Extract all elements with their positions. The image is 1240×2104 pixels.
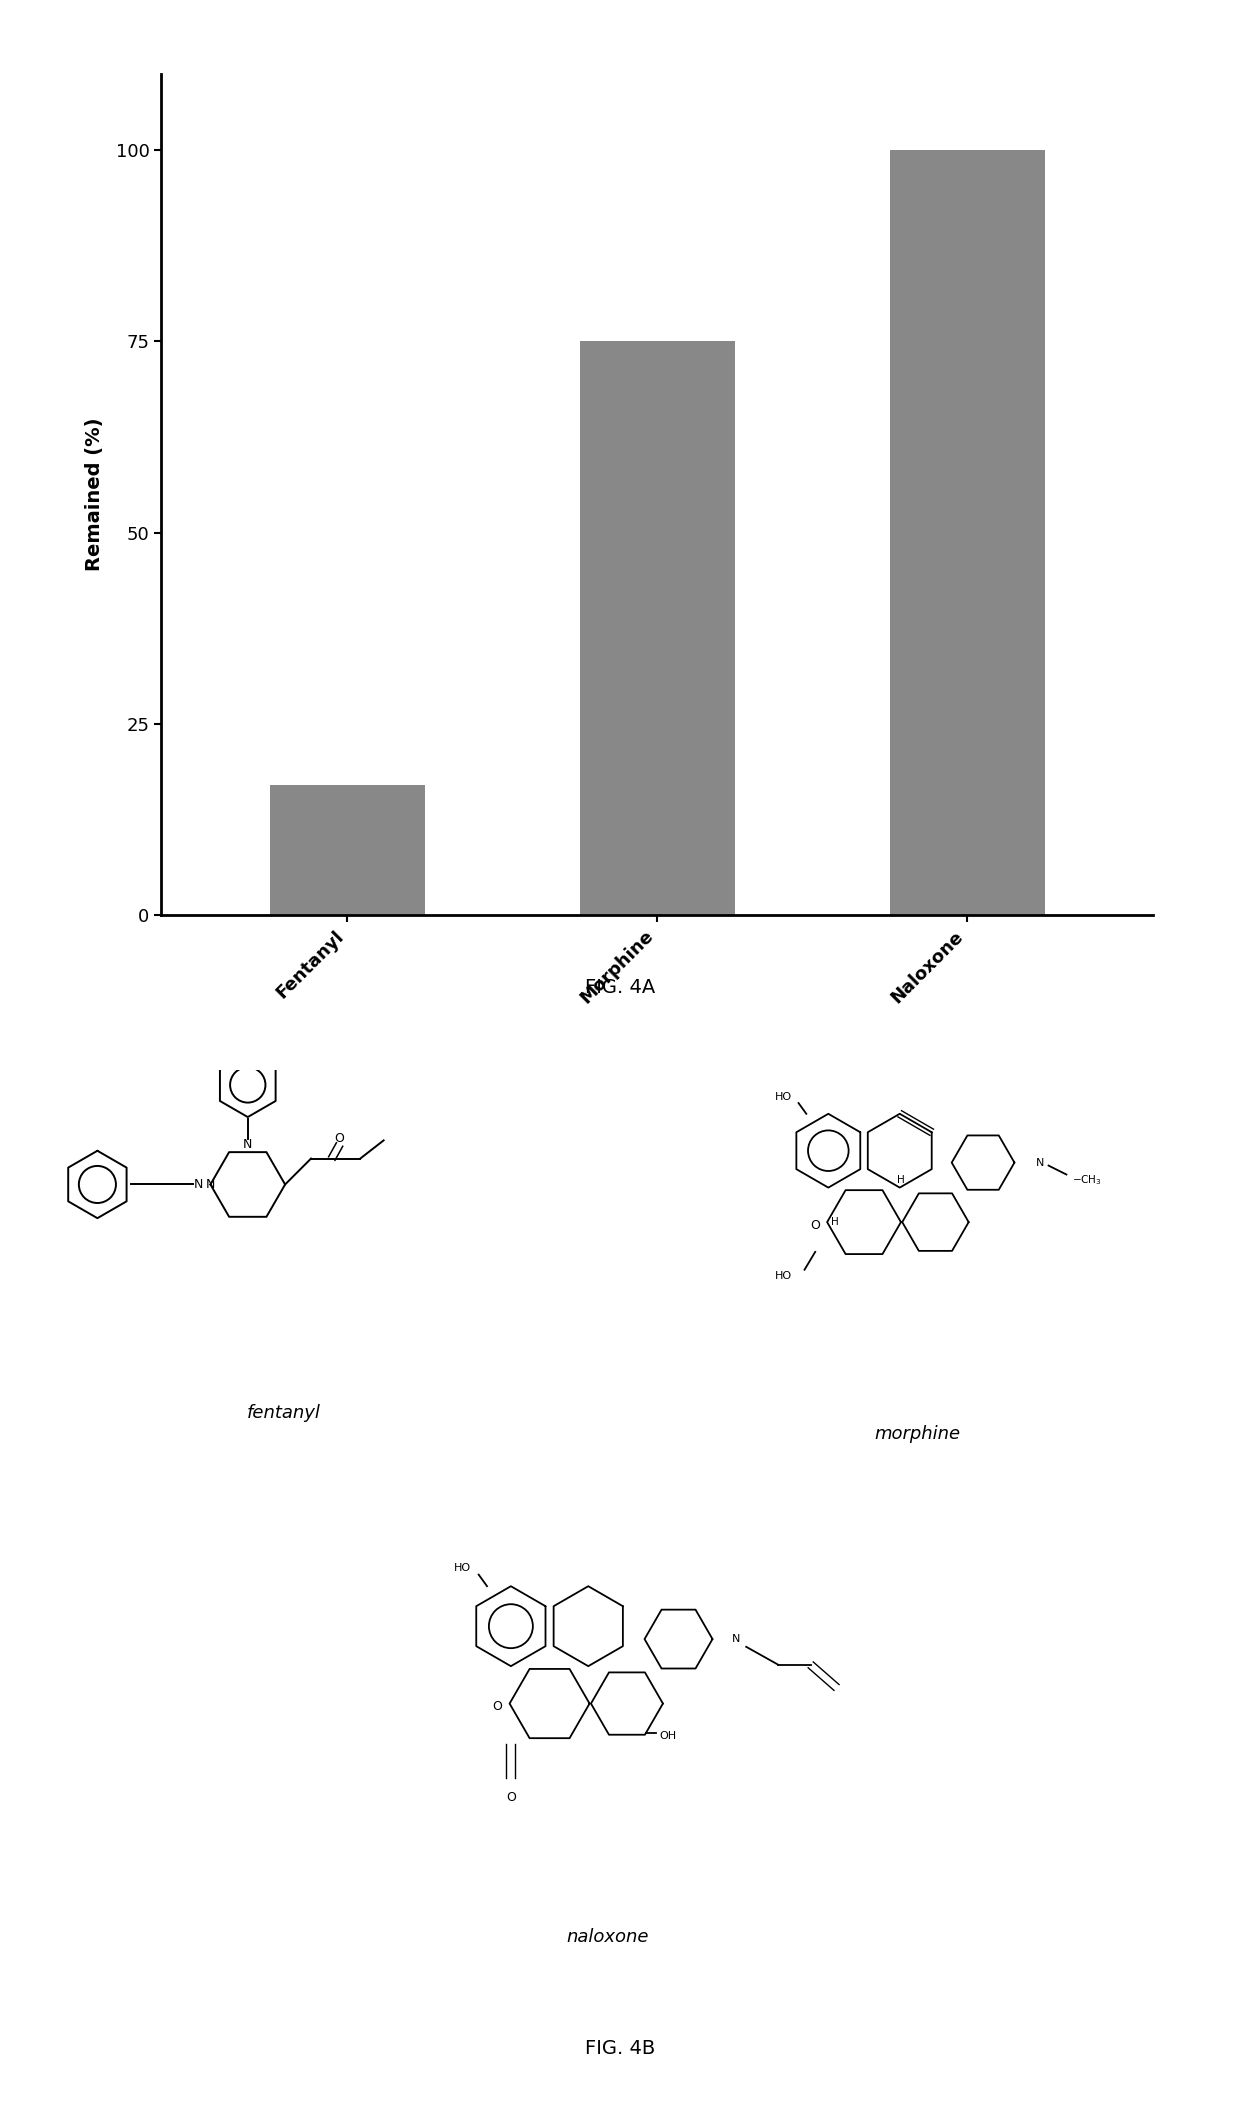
Text: H: H [897, 1176, 905, 1185]
Text: O: O [506, 1791, 516, 1803]
Bar [890, 149, 1044, 915]
Text: O: O [492, 1700, 502, 1713]
Y-axis label: Remained (%): Remained (%) [86, 419, 104, 570]
Text: naloxone: naloxone [567, 1927, 649, 1946]
Text: N: N [1035, 1157, 1044, 1168]
Text: fentanyl: fentanyl [247, 1403, 321, 1422]
Text: FIG. 4B: FIG. 4B [585, 2039, 655, 2058]
Text: N: N [193, 1178, 203, 1191]
Bar [270, 785, 424, 915]
Text: OH: OH [660, 1732, 676, 1740]
Text: O: O [810, 1218, 820, 1231]
Text: $-$CH$_3$: $-$CH$_3$ [1073, 1174, 1102, 1187]
Bar [580, 341, 734, 915]
Text: morphine: morphine [874, 1424, 961, 1443]
Text: N: N [733, 1635, 740, 1643]
Text: O: O [335, 1132, 345, 1145]
Text: FIG. 4A: FIG. 4A [585, 978, 655, 997]
Text: N: N [206, 1178, 215, 1191]
Text: HO: HO [775, 1092, 792, 1102]
Text: HO: HO [454, 1563, 471, 1574]
Text: H: H [831, 1216, 839, 1227]
Text: HO: HO [775, 1271, 792, 1281]
Text: N: N [243, 1138, 253, 1151]
